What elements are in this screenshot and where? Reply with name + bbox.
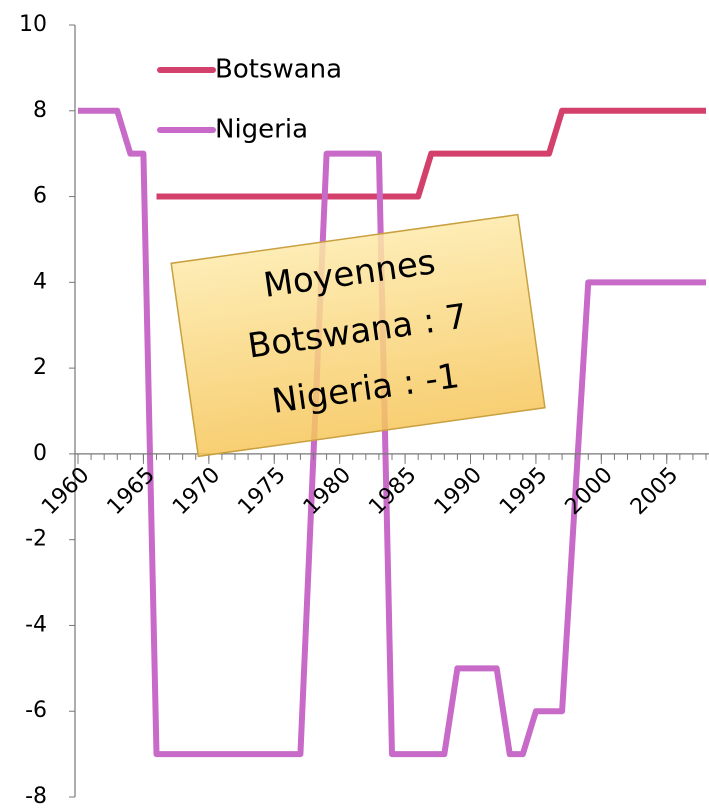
legend: Botswana Nigeria [157, 55, 342, 145]
x-tick-label: 1995 [495, 463, 552, 520]
x-tick-label: 1990 [430, 463, 487, 520]
y-tick-label: 10 [19, 12, 47, 37]
y-tick-label: -8 [25, 784, 47, 809]
y-tick-label: 0 [33, 441, 47, 466]
x-tick-label: 1960 [37, 463, 94, 520]
y-tick-label: -2 [25, 527, 47, 552]
legend-label: Nigeria [215, 115, 308, 145]
series-line [78, 107, 706, 758]
annotation-box [170, 213, 546, 458]
x-tick-label: 1975 [233, 463, 290, 520]
x-tick-label: 2000 [561, 463, 618, 520]
legend-label: Botswana [215, 55, 342, 85]
y-tick-label: 8 [33, 98, 47, 123]
y-tick-label: -6 [25, 698, 47, 723]
y-tick-label: -4 [25, 612, 47, 637]
x-tick-label: 1970 [168, 463, 225, 520]
series-line [156, 107, 706, 200]
y-tick-label: 2 [33, 355, 47, 380]
annotation: Moyennes Botswana : 7 Nigeria : -1 [170, 213, 546, 458]
lines [78, 107, 706, 758]
x-tick-label: 1980 [299, 463, 356, 520]
x-tick-label: 1985 [364, 463, 421, 520]
y-tick-label: 4 [33, 269, 47, 294]
x-tick-label: 2005 [626, 463, 683, 520]
y-tick-label: 6 [33, 184, 47, 209]
